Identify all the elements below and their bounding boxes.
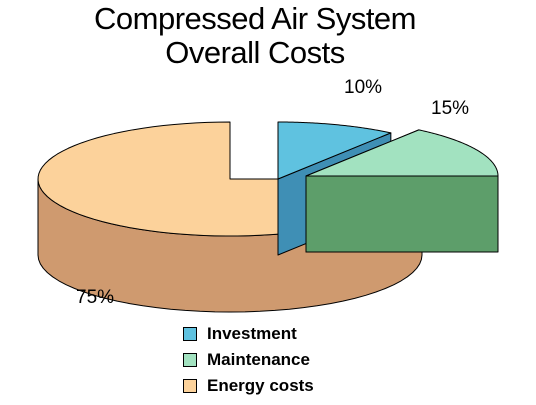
chart-title: Compressed Air System Overall Costs [0, 2, 510, 70]
legend-swatch-maintenance [183, 353, 197, 367]
pie-slice-top-investment [277, 121, 392, 180]
legend-item-investment: Investment [183, 321, 314, 347]
pie-slice-top-maintenance [305, 129, 499, 177]
pie-slice-side-maintenance-1 [305, 175, 499, 253]
chart-title-line-2: Overall Costs [165, 35, 345, 70]
value-label-maintenance: 15% [431, 98, 469, 119]
legend-swatch-investment [183, 327, 197, 341]
legend-item-energy-costs: Energy costs [183, 373, 314, 399]
value-label-energy-costs: 75% [76, 287, 114, 308]
chart-title-line-1: Compressed Air System [94, 1, 417, 36]
legend-swatch-energy-costs [183, 379, 197, 393]
legend-label-maintenance: Maintenance [207, 350, 310, 369]
pie-value-labels: 10% 15% 75% [76, 77, 469, 308]
pie-slice-maintenance [305, 129, 499, 253]
legend-label-investment: Investment [207, 324, 297, 343]
pie-slices [37, 121, 499, 313]
legend-item-maintenance: Maintenance [183, 347, 314, 373]
chart-legend: Investment Maintenance Energy costs [183, 321, 314, 399]
legend-label-energy-costs: Energy costs [207, 376, 314, 395]
value-label-investment: 10% [344, 77, 382, 98]
